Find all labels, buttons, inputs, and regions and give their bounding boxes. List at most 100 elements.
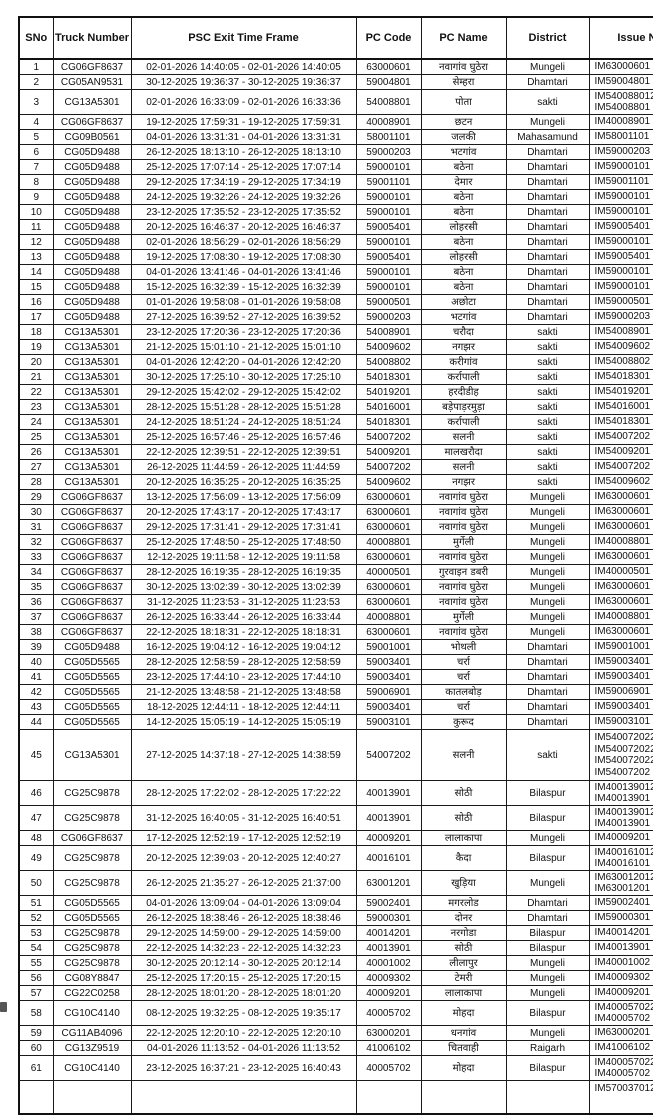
table-row: 59 CG11AB4096 22-12-2025 12:20:10 - 22-12-… bbox=[18, 1025, 653, 1041]
table-row: 54 CG25C9878 22-12-2025 14:32:23 - 22-12-2… bbox=[18, 940, 653, 956]
truck-cell: CG08Y8847 bbox=[52, 970, 132, 986]
code-cell: 58001101 bbox=[355, 129, 422, 145]
sno-cell: 31 bbox=[18, 519, 54, 535]
issue-cell: IM59001101 bbox=[588, 174, 653, 190]
district-cell: Mungeli bbox=[505, 489, 590, 505]
truck-cell: CG05D9488 bbox=[52, 159, 132, 175]
table-row: 34 CG06GF8637 28-12-2025 16:19:35 - 28-12-… bbox=[18, 564, 653, 580]
time-cell: 30-12-2025 19:36:37 - 30-12-2025 19:36:3… bbox=[130, 74, 357, 90]
time-cell: 04-01-2026 11:13:52 - 04-01-2026 11:13:5… bbox=[130, 1040, 357, 1056]
truck-cell: CG05D9488 bbox=[52, 204, 132, 220]
sno-cell: 2 bbox=[18, 74, 54, 90]
time-cell: 13-12-2025 17:56:09 - 13-12-2025 17:56:0… bbox=[130, 489, 357, 505]
column-header-name: PC Name bbox=[420, 16, 507, 60]
truck-cell: CG05D9488 bbox=[52, 639, 132, 655]
code-cell: 59000101 bbox=[355, 204, 422, 220]
time-cell: 08-12-2025 19:32:25 - 08-12-2025 19:35:1… bbox=[130, 1000, 357, 1026]
district-cell: Dhamtari bbox=[505, 699, 590, 715]
truck-cell: CG05D5565 bbox=[52, 910, 132, 926]
district-cell: Mungeli bbox=[505, 970, 590, 986]
truck-cell: CG25C9878 bbox=[52, 940, 132, 956]
issue-cell: IM59003401 bbox=[588, 699, 653, 715]
sno-cell: 30 bbox=[18, 504, 54, 520]
name-cell: मुर्गेली bbox=[420, 609, 507, 625]
code-cell: 54009602 bbox=[355, 474, 422, 490]
table-row: 14 CG05D9488 04-01-2026 13:41:46 - 04-01-2… bbox=[18, 264, 653, 280]
district-cell: Dhamtari bbox=[505, 219, 590, 235]
time-cell: 28-12-2025 12:58:59 - 28-12-2025 12:58:5… bbox=[130, 654, 357, 670]
issue-cell: IM59000101 bbox=[588, 264, 653, 280]
district-cell: Dhamtari bbox=[505, 159, 590, 175]
district-cell: sakti bbox=[505, 324, 590, 340]
name-cell: करीगांव bbox=[420, 354, 507, 370]
name-cell: भोथली bbox=[420, 639, 507, 655]
sno-cell: 40 bbox=[18, 654, 54, 670]
issue-cell: IM54019201 bbox=[588, 384, 653, 400]
code-cell: 63000601 bbox=[355, 58, 422, 75]
issue-cell: IM59005401 bbox=[588, 249, 653, 265]
truck-cell: CG05D9488 bbox=[52, 174, 132, 190]
sno-cell: 5 bbox=[18, 129, 54, 145]
table-row: 61 CG10C4140 23-12-2025 16:37:21 - 23-12-2… bbox=[18, 1055, 653, 1081]
code-cell: 59003101 bbox=[355, 714, 422, 730]
sno-cell: 23 bbox=[18, 399, 54, 415]
truck-cell: CG06GF8637 bbox=[52, 504, 132, 520]
code-cell: 40016101 bbox=[355, 845, 422, 871]
time-cell: 02-01-2026 14:40:05 - 02-01-2026 14:40:0… bbox=[130, 58, 357, 75]
code-cell: 63001201 bbox=[355, 870, 422, 896]
issue-cell: IM59000203 bbox=[588, 309, 653, 325]
district-cell: Dhamtari bbox=[505, 249, 590, 265]
sno-cell: 32 bbox=[18, 534, 54, 550]
issue-cell: IM400161012 IM40016101 bbox=[588, 845, 653, 871]
sno-cell: 56 bbox=[18, 970, 54, 986]
column-header-district: District bbox=[505, 16, 590, 60]
sno-cell: 25 bbox=[18, 429, 54, 445]
issue-cell: IM40013901 bbox=[588, 940, 653, 956]
sno-cell: 18 bbox=[18, 324, 54, 340]
sno-cell: 61 bbox=[18, 1055, 54, 1081]
issue-cell: IM400139012 IM40013901 bbox=[588, 805, 653, 831]
issue-cell: IM40001002 bbox=[588, 955, 653, 971]
truck-cell: CG13A5301 bbox=[52, 459, 132, 475]
table-row: 27 CG13A5301 26-12-2025 11:44:59 - 26-12-2… bbox=[18, 459, 653, 475]
time-cell: 21-12-2025 15:01:10 - 21-12-2025 15:01:1… bbox=[130, 339, 357, 355]
table-row: 35 CG06GF8637 30-12-2025 13:02:39 - 30-12-… bbox=[18, 579, 653, 595]
truck-cell: CG25C9878 bbox=[52, 805, 132, 831]
name-cell: लालाकापा bbox=[420, 985, 507, 1001]
issue-cell: IM59006901 bbox=[588, 684, 653, 700]
truck-cell: CG13A5301 bbox=[52, 729, 132, 781]
name-cell: मुर्गेली bbox=[420, 534, 507, 550]
sno-cell: 43 bbox=[18, 699, 54, 715]
issue-cell: IM54018301 bbox=[588, 414, 653, 430]
table-row: 45 CG13A5301 27-12-2025 14:37:18 - 27-12-2… bbox=[18, 729, 653, 781]
table-row: 17 CG05D9488 27-12-2025 16:39:52 - 27-12-2… bbox=[18, 309, 653, 325]
table-row: 22 CG13A5301 29-12-2025 15:42:02 - 29-12-2… bbox=[18, 384, 653, 400]
truck-cell: CG05D9488 bbox=[52, 294, 132, 310]
name-cell: लालाकापा bbox=[420, 830, 507, 846]
time-cell: 26-12-2025 18:13:10 - 26-12-2025 18:13:1… bbox=[130, 144, 357, 160]
code-cell: 40009201 bbox=[355, 985, 422, 1001]
name-cell: नरगोडा bbox=[420, 925, 507, 941]
district-cell: Dhamtari bbox=[505, 639, 590, 655]
table-row: 29 CG06GF8637 13-12-2025 17:56:09 - 13-12-… bbox=[18, 489, 653, 505]
issue-cell: IM63000601 bbox=[588, 624, 653, 640]
issue-cell: IM54007202 bbox=[588, 459, 653, 475]
code-cell: 54016001 bbox=[355, 399, 422, 415]
truck-cell: CG05D9488 bbox=[52, 279, 132, 295]
sno-cell: 42 bbox=[18, 684, 54, 700]
name-cell: बठेना bbox=[420, 264, 507, 280]
time-cell: 24-12-2025 19:32:26 - 24-12-2025 19:32:2… bbox=[130, 189, 357, 205]
time-cell: 30-12-2025 17:25:10 - 30-12-2025 17:25:1… bbox=[130, 369, 357, 385]
column-header-sno: SNo bbox=[18, 16, 54, 60]
truck-cell: CG05D9488 bbox=[52, 219, 132, 235]
name-cell: भटगांव bbox=[420, 144, 507, 160]
table-row: 12 CG05D9488 02-01-2026 18:56:29 - 02-01-2… bbox=[18, 234, 653, 250]
sno-cell: 44 bbox=[18, 714, 54, 730]
table-row: 13 CG05D9488 19-12-2025 17:08:30 - 19-12-2… bbox=[18, 249, 653, 265]
name-cell: मोहदा bbox=[420, 1000, 507, 1026]
name-cell: कातलबोड़ bbox=[420, 684, 507, 700]
time-cell: 23-12-2025 17:44:10 - 23-12-2025 17:44:1… bbox=[130, 669, 357, 685]
code-cell: 63000601 bbox=[355, 519, 422, 535]
sno-cell: 15 bbox=[18, 279, 54, 295]
time-cell bbox=[130, 1080, 357, 1115]
